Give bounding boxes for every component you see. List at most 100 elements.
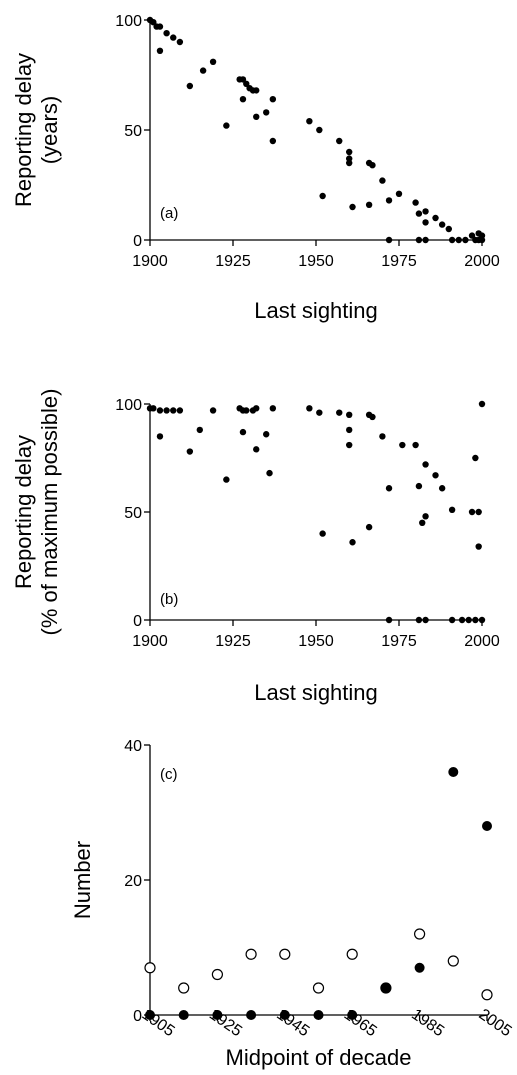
data-point-filled bbox=[472, 616, 479, 624]
data-point-filled bbox=[209, 58, 217, 65]
x-tick-label: 1950 bbox=[298, 253, 334, 270]
y-tick-label: 50 bbox=[124, 123, 142, 140]
x-tick-label: 1950 bbox=[298, 633, 334, 650]
data-point-filled bbox=[478, 236, 486, 244]
data-point-filled bbox=[462, 236, 469, 244]
data-point-filled bbox=[212, 1010, 223, 1020]
data-point-filled bbox=[156, 433, 164, 440]
data-point-filled bbox=[266, 469, 273, 477]
y-tick-label: 40 bbox=[124, 738, 142, 755]
data-point-filled bbox=[455, 236, 462, 244]
data-point-filled bbox=[316, 409, 323, 416]
data-point-filled bbox=[478, 232, 486, 239]
data-point-filled bbox=[365, 201, 373, 208]
panel-label: (b) bbox=[160, 591, 178, 608]
data-point-filled bbox=[156, 47, 164, 54]
data-point-filled bbox=[346, 159, 353, 167]
data-point-filled bbox=[209, 407, 217, 414]
y-axis-title: (years) bbox=[37, 96, 62, 164]
y-tick-label: 20 bbox=[124, 873, 142, 890]
data-point-filled bbox=[385, 616, 393, 624]
x-tick-label: 1905 bbox=[139, 1006, 178, 1040]
y-axis-title: (% of maximum possible) bbox=[37, 389, 62, 636]
data-point-filled bbox=[346, 148, 353, 156]
data-point-filled bbox=[385, 197, 393, 204]
y-tick-label: 100 bbox=[115, 397, 142, 414]
data-point-filled bbox=[395, 190, 403, 197]
data-point-filled bbox=[346, 155, 353, 162]
data-point-filled bbox=[475, 543, 482, 550]
data-point-filled bbox=[239, 96, 247, 103]
data-point-filled bbox=[253, 113, 260, 121]
data-point-filled bbox=[448, 767, 459, 777]
data-point-filled bbox=[380, 983, 391, 993]
data-point-filled bbox=[156, 23, 164, 30]
data-point-filled bbox=[369, 413, 376, 421]
data-point-filled bbox=[458, 616, 466, 624]
x-tick-label: 1985 bbox=[408, 1006, 447, 1040]
data-point-filled bbox=[468, 232, 476, 239]
data-point-filled bbox=[269, 137, 277, 145]
data-point-filled bbox=[243, 407, 250, 414]
data-point-filled bbox=[316, 126, 323, 134]
data-point-filled bbox=[365, 523, 373, 531]
data-point-filled bbox=[313, 1010, 324, 1020]
chart-panel-3: 0 20 40 1905 1925 1945 1965 1985 2005 Midpoint of… bbox=[70, 738, 515, 1070]
y-axis-title: Reporting delay bbox=[11, 53, 36, 207]
data-point-filled bbox=[176, 407, 184, 414]
data-point-filled bbox=[415, 482, 423, 490]
data-point-filled bbox=[432, 214, 439, 222]
data-point-filled bbox=[306, 405, 313, 412]
x-tick-label: 1925 bbox=[206, 1006, 245, 1040]
x-tick-label: 1900 bbox=[132, 633, 168, 650]
x-tick-label: 1900 bbox=[132, 253, 168, 270]
data-point-filled bbox=[415, 236, 423, 244]
data-point-filled bbox=[186, 448, 194, 455]
data-point-filled bbox=[163, 30, 170, 37]
data-point-open bbox=[481, 989, 493, 1001]
data-point-filled bbox=[186, 82, 194, 90]
data-point-filled bbox=[369, 162, 376, 169]
x-tick-label: 1925 bbox=[215, 633, 251, 650]
y-tick-label: 50 bbox=[124, 505, 142, 522]
y-axis-title: Number bbox=[70, 841, 95, 919]
data-point-filled bbox=[419, 519, 426, 526]
data-point-filled bbox=[246, 1010, 257, 1020]
data-point-filled bbox=[482, 821, 492, 831]
y-tick-label: 0 bbox=[133, 233, 142, 250]
data-point-filled bbox=[163, 407, 170, 414]
data-point-filled bbox=[422, 236, 429, 244]
data-point-filled bbox=[422, 461, 429, 468]
data-point-filled bbox=[445, 225, 452, 233]
data-point-filled bbox=[448, 616, 456, 624]
data-point-open bbox=[447, 955, 459, 967]
x-tick-label: 2000 bbox=[464, 633, 500, 650]
data-point-filled bbox=[412, 199, 419, 206]
data-point-filled bbox=[399, 441, 406, 449]
data-point-open bbox=[144, 962, 156, 974]
data-point-filled bbox=[336, 137, 343, 145]
data-point-filled bbox=[414, 962, 425, 973]
chart-panel-1: 0 50 100 1900 1925 1950 1975 2000 Last sighting R… bbox=[11, 13, 500, 323]
panel-label: (a) bbox=[160, 205, 178, 222]
data-point-filled bbox=[263, 109, 270, 116]
data-point-filled bbox=[478, 400, 486, 408]
data-point-filled bbox=[319, 530, 326, 537]
data-point-filled bbox=[253, 446, 260, 453]
y-tick-label: 0 bbox=[133, 1008, 142, 1025]
data-point-filled bbox=[475, 508, 482, 516]
data-point-filled bbox=[199, 67, 207, 74]
x-tick-label: 1975 bbox=[381, 253, 417, 270]
data-point-filled bbox=[347, 1010, 358, 1020]
data-point-filled bbox=[170, 34, 177, 41]
data-point-filled bbox=[150, 405, 157, 412]
data-point-filled bbox=[422, 219, 429, 226]
data-point-open bbox=[279, 948, 291, 960]
data-point-filled bbox=[379, 433, 386, 440]
data-point-filled bbox=[253, 405, 260, 412]
data-point-filled bbox=[438, 221, 446, 228]
data-point-filled bbox=[145, 1010, 155, 1020]
data-point-filled bbox=[349, 203, 356, 211]
data-point-filled bbox=[415, 210, 423, 217]
